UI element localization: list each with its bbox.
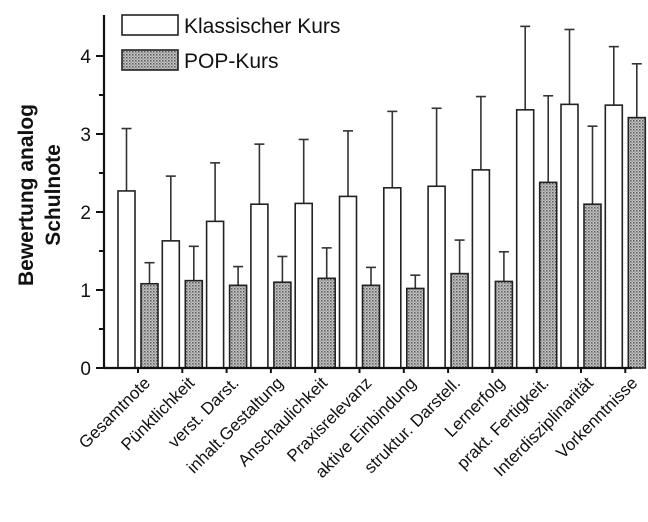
bar-klassisch-verst-darst [205,220,225,369]
y-tick-label: 1 [80,281,91,302]
bar-klassisch-inhalt-gestaltung [250,203,269,369]
bars [117,103,647,369]
y-tick-label: 3 [80,125,91,146]
legend-swatch-pop [121,49,179,71]
bar-klassisch-praxisrelevanz [338,195,358,369]
bar-klassisch-aktive-einbindung [382,187,402,369]
legend-label-pop: POP-Kurs [184,50,279,73]
bar-klassisch-interdisziplinaritat [560,103,579,369]
legend: Klassischer Kurs POP-Kurs [121,14,340,73]
bar-pop-vorkenntnisse [627,116,647,369]
y-axis-label-line-1: Bewertung analog [15,104,38,286]
bar-pop-inhalt-gestaltung [273,281,292,369]
bar-pop-punktlichkeit [184,279,204,369]
bar-klassisch-gesamtnote [117,190,136,369]
bar-pop-verst-darst [228,284,248,369]
error-bars [121,25,642,289]
bar-pop-anschaulichkeit [317,277,337,369]
legend-swatch-klassisch [121,14,179,36]
axes [102,15,632,373]
bar-klassisch-struktur-darstell [427,185,446,369]
bar-pop-aktive-einbindung [405,287,425,369]
y-axis-label-line-2: Schulnote [42,144,65,246]
y-axis-label: Bewertung analog Schulnote [15,104,65,286]
bar-pop-gesamtnote [140,282,159,369]
bar-klassisch-lernerfolg [471,169,491,369]
bar-klassisch-vorkenntnisse [604,104,624,369]
bar-pop-struktur-darstell [450,272,469,369]
y-axis: 0 1 2 3 4 [80,47,104,380]
bar-pop-interdisziplinaritat [583,203,602,369]
y-tick-label: 2 [80,203,91,224]
bar-klassisch-anschaulichkeit [294,202,314,369]
y-tick-label: 0 [80,359,91,380]
legend-label-klassisch: Klassischer Kurs [184,15,340,38]
bar-pop-praxisrelevanz [361,284,381,369]
bar-pop-prakt-fertigkeit [538,181,558,369]
bar-pop-lernerfolg [494,280,514,369]
bar-klassisch-prakt-fertigkeit [515,109,535,369]
bar-klassisch-punktlichkeit [161,240,181,369]
y-tick-label: 4 [80,47,91,68]
